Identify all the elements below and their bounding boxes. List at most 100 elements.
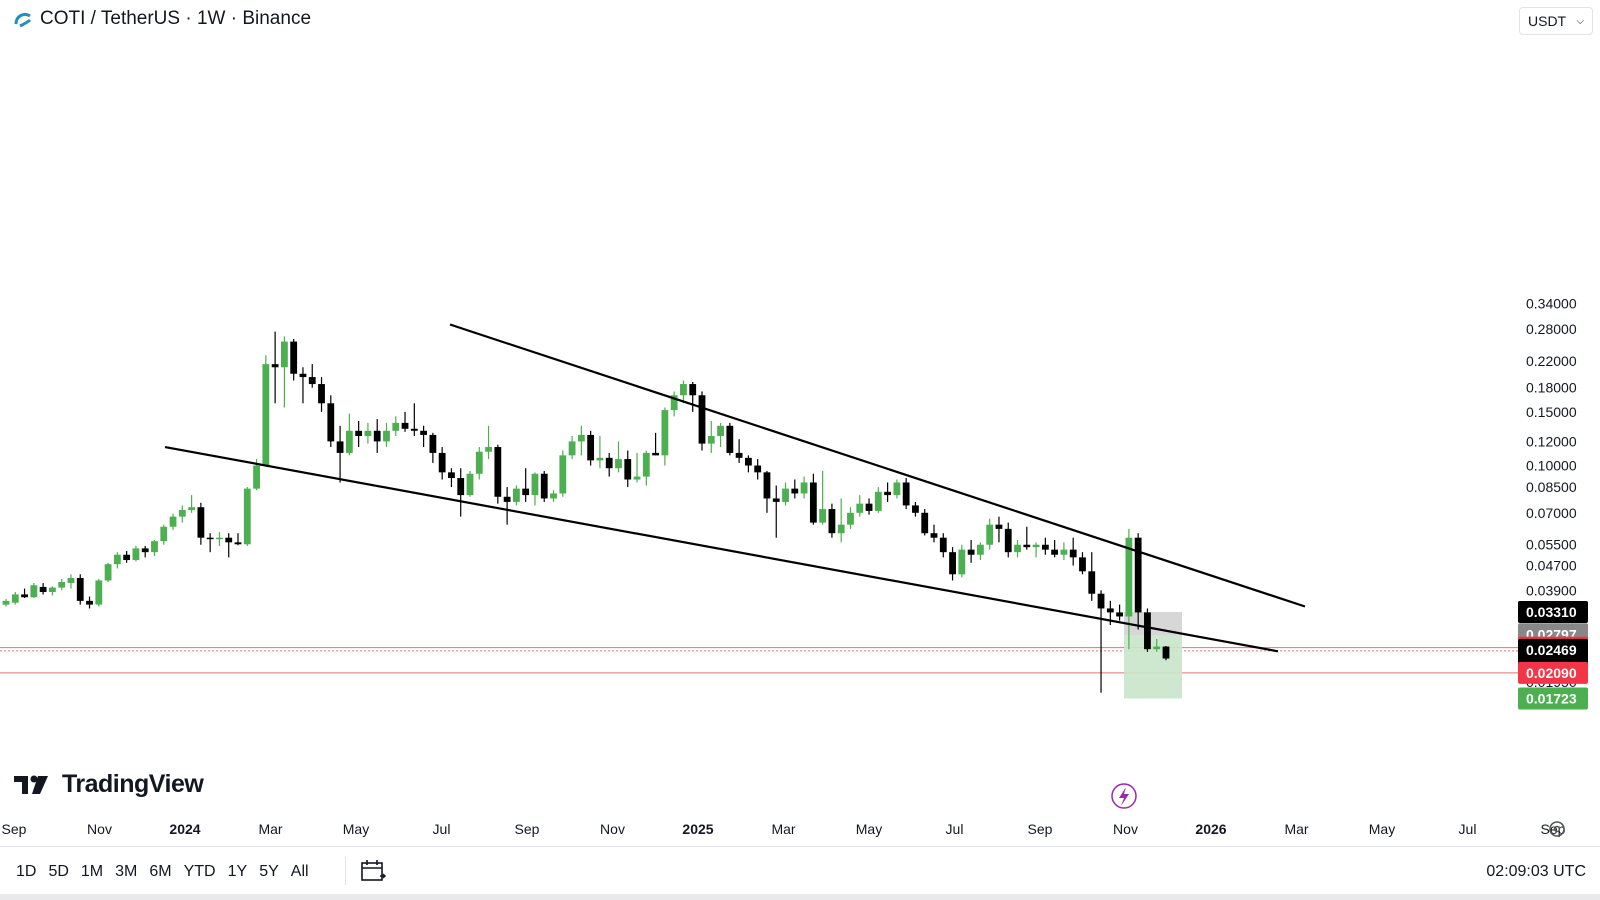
candle-body <box>49 587 56 592</box>
range-5y-button[interactable]: 5Y <box>259 863 279 880</box>
candle-body <box>698 395 706 444</box>
lightning-icon[interactable] <box>1111 783 1137 809</box>
candle-body <box>420 430 427 435</box>
candle-body <box>772 498 780 502</box>
bottom-edge <box>0 894 1600 900</box>
candle-body <box>977 544 984 555</box>
candle-body <box>652 452 659 456</box>
candle-body <box>271 364 279 368</box>
range-6m-button[interactable]: 6M <box>149 863 172 880</box>
x-tick-label: Sep <box>1541 821 1566 837</box>
candle-body <box>800 482 808 494</box>
candle-body <box>1106 608 1114 613</box>
candle-body <box>327 403 335 442</box>
range-1y-button[interactable]: 1Y <box>227 863 248 880</box>
candle-body <box>318 384 325 404</box>
x-tick-label: Nov <box>87 821 112 837</box>
candle-body <box>299 373 307 378</box>
x-tick-label: Jul <box>433 821 451 837</box>
y-tick-label: 0.04700 <box>1526 558 1577 574</box>
y-tick-label: 0.05500 <box>1526 537 1577 553</box>
candle-body <box>1144 612 1151 650</box>
candle-body <box>819 509 827 523</box>
y-tick-label: 0.34000 <box>1526 295 1577 311</box>
range-3m-button[interactable]: 3M <box>115 863 138 880</box>
x-tick-label: 2026 <box>1195 821 1226 837</box>
candle-body <box>995 524 1003 529</box>
candle-body <box>828 509 836 534</box>
x-tick-label: Jul <box>946 821 964 837</box>
candle-body <box>86 600 93 605</box>
candle-body <box>837 524 845 534</box>
candle-body <box>1088 571 1096 594</box>
symbol-header[interactable]: COTI / TetherUS · 1W · Binance <box>12 8 311 30</box>
candle-body <box>642 452 650 477</box>
candle-body <box>1134 537 1142 613</box>
price-label-text: 0.02469 <box>1526 642 1577 658</box>
y-tick-label: 0.12000 <box>1526 433 1577 449</box>
x-tick-label: 2024 <box>169 821 200 837</box>
time-axis[interactable]: Sep Nov 2024 Mar May Jul Sep Nov 2025 Mar May Jul Se… <box>2 821 1566 837</box>
candle-body <box>410 428 418 431</box>
candle-body <box>540 473 548 499</box>
candle-body <box>754 465 762 473</box>
candle-body <box>58 582 66 588</box>
utc-clock[interactable]: 02:09:03 UTC <box>1486 863 1586 880</box>
candle-body <box>763 472 771 499</box>
candle-body <box>448 472 455 479</box>
candle-body <box>466 473 474 496</box>
candle-body <box>151 541 158 553</box>
y-tick-label: 0.18000 <box>1526 380 1577 396</box>
price-label-text: 0.03310 <box>1526 604 1577 620</box>
trendlines[interactable] <box>164 323 1306 653</box>
price-axis[interactable]: 0.34000 0.28000 0.22000 0.18000 0.15000 0.120… <box>1526 295 1577 690</box>
toolbar-divider <box>345 857 346 885</box>
candle-body <box>596 457 604 461</box>
candle-body <box>76 577 84 601</box>
candle-body <box>531 473 539 496</box>
price-label-bg <box>1518 687 1588 710</box>
candle-body <box>912 505 919 513</box>
range-1d-button[interactable]: 1D <box>16 863 37 880</box>
range-ytd-button[interactable]: YTD <box>183 863 216 880</box>
candle-body <box>633 476 641 480</box>
tradingview-logo-icon <box>14 775 48 794</box>
range-5d-button[interactable]: 5D <box>48 863 69 880</box>
candle-body <box>475 451 483 474</box>
candle-body <box>95 580 103 605</box>
candle-body <box>605 457 613 469</box>
range-1m-button[interactable]: 1M <box>80 863 104 880</box>
candle-body <box>949 552 956 575</box>
x-tick-label: May <box>856 821 882 837</box>
candle-body <box>104 564 112 581</box>
candle-body <box>1060 549 1068 555</box>
tradingview-brand: TradingView <box>14 770 204 799</box>
brand-text: TradingView <box>62 770 204 798</box>
candle-body <box>587 434 595 461</box>
candle-body <box>884 491 891 496</box>
candle-body <box>809 482 817 523</box>
y-tick-label: 0.10000 <box>1526 458 1577 474</box>
x-tick-label: Sep <box>515 821 540 837</box>
candle-body <box>1023 544 1031 548</box>
candle-body <box>234 542 242 545</box>
candle-body <box>680 384 687 396</box>
price-label-bg <box>1518 661 1588 684</box>
x-tick-label: Nov <box>600 821 625 837</box>
settings-gear-icon[interactable] <box>1549 821 1565 837</box>
candle-body <box>745 457 752 466</box>
candle-body <box>1069 549 1077 558</box>
calendar-icon[interactable] <box>360 859 386 883</box>
x-tick-label: 2025 <box>682 821 713 837</box>
x-tick-label: Nov <box>1113 821 1138 837</box>
candle-body <box>355 430 363 436</box>
candle-body <box>262 364 270 466</box>
range-all-button[interactable]: All <box>290 863 309 880</box>
y-tick-label: 0.15000 <box>1526 404 1577 420</box>
x-tick-label: May <box>343 821 369 837</box>
candle-body <box>939 537 947 553</box>
x-tick-label: Mar <box>1284 821 1308 837</box>
currency-selector[interactable]: USDT ⌵ <box>1519 7 1593 35</box>
candle-body <box>874 491 882 511</box>
